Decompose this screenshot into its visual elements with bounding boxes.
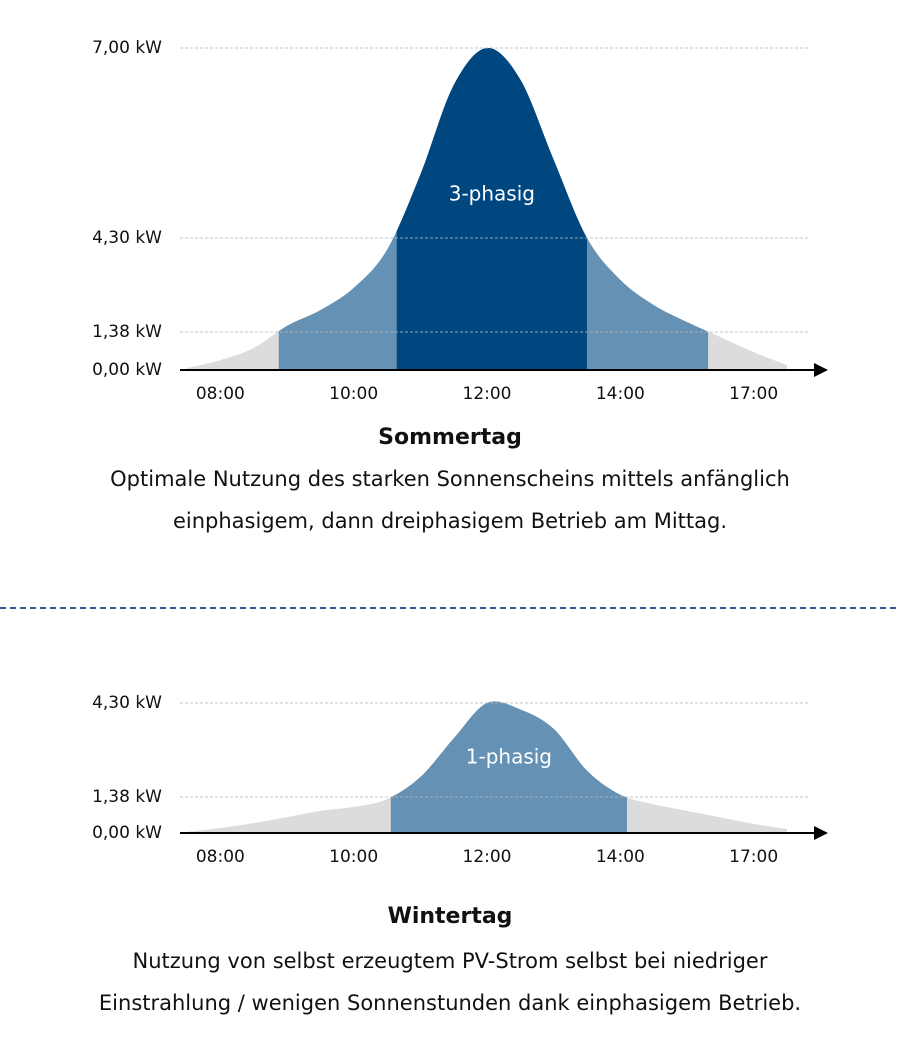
y-tick-label: 1,38 kW <box>92 787 162 807</box>
chart-caption: Nutzung von selbst erzeugtem PV-Strom se… <box>133 949 768 973</box>
y-tick-label: 4,30 kW <box>92 228 162 248</box>
x-tick-label: 08:00 <box>196 384 245 404</box>
x-tick-label: 10:00 <box>329 384 378 404</box>
y-tick-label: 0,00 kW <box>92 823 162 843</box>
y-tick-label: 0,00 kW <box>92 360 162 380</box>
chart-title: Wintertag <box>388 904 513 929</box>
zone-band <box>390 701 627 833</box>
y-tick-label: 1,38 kW <box>92 322 162 342</box>
x-tick-label: 12:00 <box>463 384 512 404</box>
zone-label: 1-phasig <box>466 745 552 769</box>
y-tick-label: 7,00 kW <box>92 38 162 58</box>
x-tick-label: 08:00 <box>196 847 245 867</box>
x-tick-label: 17:00 <box>729 384 778 404</box>
chart-title: Sommertag <box>378 425 522 450</box>
x-axis-arrow <box>814 363 828 377</box>
zone-label: 3-phasig <box>449 182 535 206</box>
chart-caption: Optimale Nutzung des starken Sonnenschei… <box>110 467 790 491</box>
x-tick-label: 10:00 <box>329 847 378 867</box>
x-tick-label: 17:00 <box>729 847 778 867</box>
chart-caption: Einstrahlung / wenigen Sonnenstunden dan… <box>99 991 801 1015</box>
x-tick-label: 14:00 <box>596 384 645 404</box>
zone-band <box>396 47 587 370</box>
x-tick-label: 12:00 <box>463 847 512 867</box>
x-axis-arrow <box>814 826 828 840</box>
chart-caption: einphasigem, dann dreiphasigem Betrieb a… <box>173 509 727 533</box>
x-tick-label: 14:00 <box>596 847 645 867</box>
y-tick-label: 4,30 kW <box>92 693 162 713</box>
